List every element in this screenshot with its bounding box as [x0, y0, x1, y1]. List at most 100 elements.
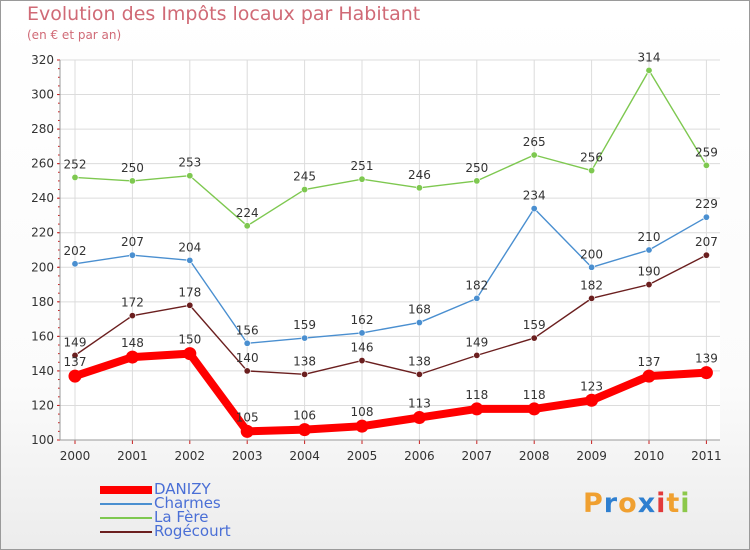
y-tick-label: 200 [31, 260, 54, 274]
data-label: 246 [408, 168, 431, 182]
data-label: 224 [236, 206, 259, 220]
logo-letter: P [583, 488, 604, 519]
x-tick-label: 2005 [347, 449, 378, 463]
data-point [71, 173, 79, 181]
data-point [301, 186, 309, 194]
data-point [243, 339, 251, 347]
logo-letter: r [603, 488, 619, 519]
logo-letter: x [637, 488, 657, 519]
data-label: 245 [293, 170, 316, 184]
legend-label: Rogécourt [154, 522, 231, 540]
logo-letter: i [656, 488, 667, 519]
data-point [301, 370, 309, 378]
data-label: 207 [121, 235, 144, 249]
legend-swatch [100, 503, 152, 505]
data-point [473, 294, 481, 302]
data-point [243, 367, 251, 375]
data-label: 190 [638, 265, 661, 279]
y-tick-label: 280 [31, 122, 54, 136]
data-label: 253 [178, 156, 201, 170]
data-label: 314 [638, 50, 661, 64]
data-point [588, 167, 596, 175]
data-point [186, 172, 194, 180]
series-line-charmes [74, 207, 707, 344]
data-point [645, 281, 653, 289]
y-tick-label: 160 [31, 329, 54, 343]
data-point [243, 222, 251, 230]
plot-area [60, 60, 720, 440]
chart-title: Evolution des Impôts locaux par Habitant [27, 3, 421, 25]
data-label: 106 [293, 409, 316, 423]
data-label: 259 [695, 145, 718, 159]
data-point [702, 251, 710, 259]
legend-swatch [100, 486, 152, 494]
data-label: 229 [695, 197, 718, 211]
data-point [71, 260, 79, 268]
legend-label: Charmes [154, 494, 221, 512]
data-label: 105 [236, 410, 259, 424]
data-label: 149 [64, 335, 87, 349]
data-label: 138 [408, 354, 431, 368]
x-tick-label: 2008 [519, 449, 550, 463]
data-point [358, 329, 366, 337]
x-tick-label: 2004 [289, 449, 320, 463]
data-label: 108 [351, 405, 374, 419]
data-point [355, 419, 369, 433]
x-tick-label: 2009 [576, 449, 607, 463]
x-tick-label: 2001 [117, 449, 148, 463]
data-point [702, 213, 710, 221]
data-label: 113 [408, 397, 431, 411]
data-point [186, 301, 194, 309]
data-point [358, 175, 366, 183]
legend-swatch [100, 531, 152, 533]
data-label: 200 [580, 247, 603, 261]
y-tick-label: 140 [31, 364, 54, 378]
data-label: 156 [236, 323, 259, 337]
data-point [530, 205, 538, 213]
data-label: 182 [465, 278, 488, 292]
data-point [473, 177, 481, 185]
x-tick-label: 2002 [175, 449, 206, 463]
data-point [530, 151, 538, 159]
x-tick-label: 2003 [232, 449, 263, 463]
y-tick-label: 120 [31, 398, 54, 412]
data-label: 118 [465, 388, 488, 402]
data-point [588, 263, 596, 271]
data-label: 202 [64, 244, 87, 258]
data-point [240, 424, 254, 438]
y-tick-label: 240 [31, 191, 54, 205]
data-point [415, 184, 423, 192]
data-label: 178 [178, 285, 201, 299]
data-point [702, 161, 710, 169]
data-label: 234 [523, 189, 546, 203]
data-label: 251 [351, 159, 374, 173]
data-point [358, 357, 366, 365]
y-tick-label: 100 [31, 433, 54, 447]
data-label: 148 [121, 336, 144, 350]
data-point [125, 350, 139, 364]
data-point [527, 402, 541, 416]
logo-letter: i [680, 488, 691, 519]
data-point [128, 177, 136, 185]
data-point [645, 66, 653, 74]
data-point [186, 256, 194, 264]
data-label: 250 [465, 161, 488, 175]
data-point [699, 366, 713, 380]
data-label: 256 [580, 151, 603, 165]
data-point [642, 369, 656, 383]
data-label: 139 [695, 352, 718, 366]
data-label: 118 [523, 388, 546, 402]
legend-swatch [100, 517, 152, 519]
x-tick-label: 2010 [634, 449, 665, 463]
data-label: 123 [580, 379, 603, 393]
data-label: 150 [178, 333, 201, 347]
data-label: 137 [64, 355, 87, 369]
logo-letter: o [618, 488, 638, 519]
proxiti-logo: Proxiti [583, 488, 691, 519]
x-tick-label: 2011 [691, 449, 722, 463]
data-point [585, 393, 599, 407]
data-label: 159 [293, 318, 316, 332]
data-label: 168 [408, 303, 431, 317]
legend-label: DANIZY [154, 480, 211, 498]
data-label: 252 [64, 157, 87, 171]
